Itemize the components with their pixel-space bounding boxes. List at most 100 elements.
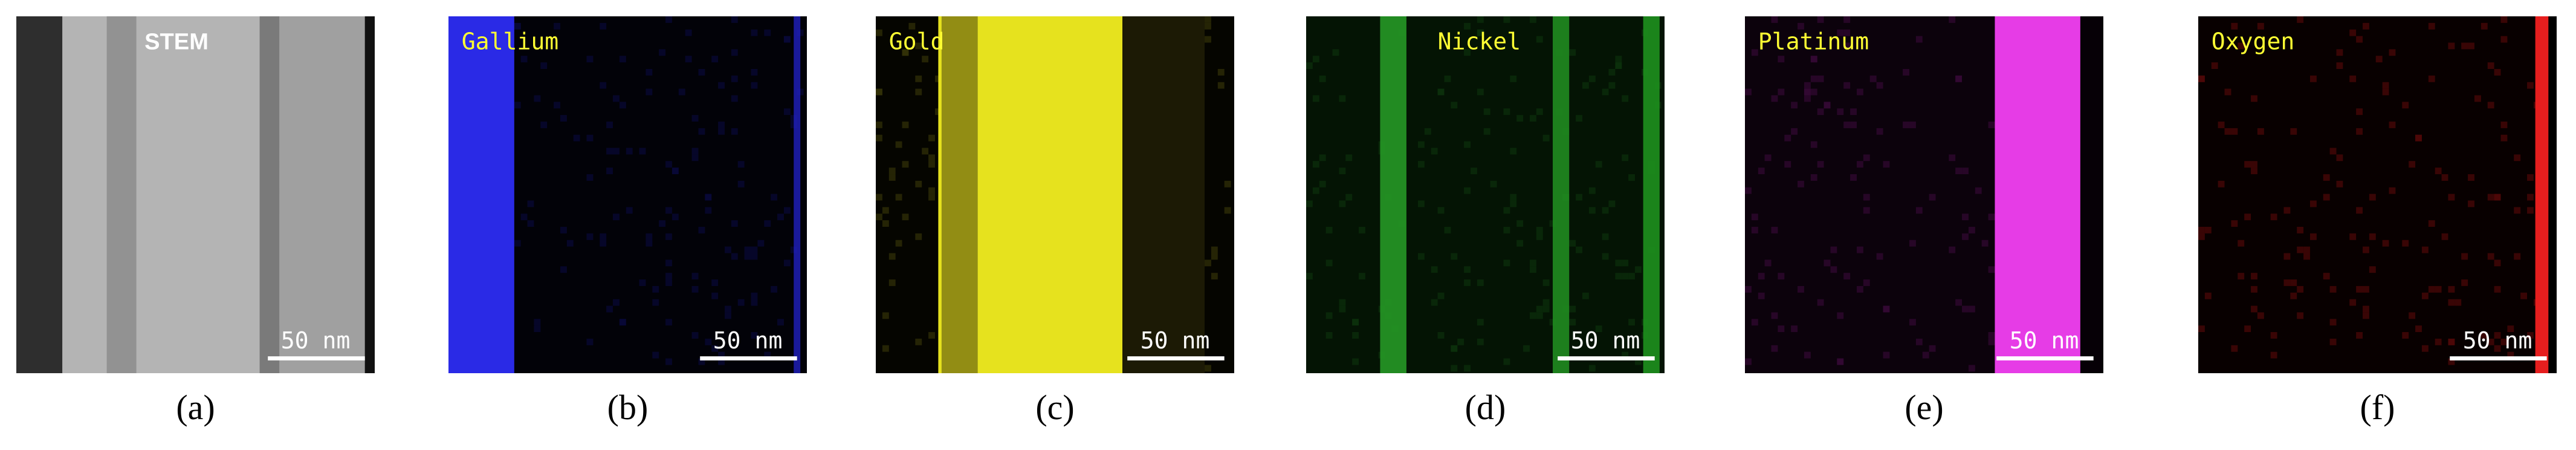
speckle	[876, 134, 882, 142]
speckle	[1615, 273, 1622, 280]
speckle	[1431, 299, 1438, 306]
speckle	[888, 174, 896, 181]
speckle	[751, 82, 758, 89]
speckle	[1595, 161, 1602, 168]
speckle	[876, 214, 882, 221]
speckle	[2329, 285, 2337, 293]
speckle	[1798, 180, 1804, 188]
speckle	[737, 299, 745, 306]
speckle	[1319, 180, 1326, 188]
speckle	[2409, 312, 2416, 319]
signal-band	[448, 16, 514, 373]
speckle	[1332, 49, 1339, 56]
speckle	[2323, 194, 2330, 201]
speckle	[1949, 16, 1956, 23]
speckle	[1319, 75, 1326, 82]
speckle	[2238, 240, 2245, 247]
speckle	[600, 22, 607, 30]
speckle	[915, 88, 922, 96]
speckle	[1962, 233, 1969, 240]
speckle	[915, 233, 922, 240]
signal-band	[1553, 16, 1570, 373]
speckle	[2224, 88, 2231, 96]
speckle	[1529, 259, 1536, 267]
speckle	[1205, 16, 1211, 23]
speckle	[1205, 259, 1211, 267]
speckle	[1217, 69, 1225, 76]
signal-band	[106, 16, 137, 373]
speckle	[2415, 325, 2422, 333]
speckle	[1798, 22, 1804, 30]
speckle	[2238, 273, 2245, 280]
speckle	[1791, 102, 1798, 109]
speckle	[685, 29, 692, 36]
speckle	[2494, 69, 2501, 76]
speckle	[514, 102, 521, 109]
speckle	[560, 266, 567, 273]
speckle	[1628, 174, 1636, 181]
speckle	[2514, 207, 2521, 214]
speckle	[665, 161, 672, 168]
speckle	[2468, 174, 2474, 181]
speckle	[2448, 338, 2455, 345]
speckle	[2468, 42, 2474, 50]
speckle	[540, 122, 548, 128]
speckle	[1988, 214, 1995, 221]
speckle	[2487, 253, 2494, 260]
speckle	[1602, 88, 1609, 96]
speckle	[2356, 332, 2363, 339]
speckle	[2435, 285, 2442, 293]
speckle	[1424, 128, 1431, 135]
speckle	[1536, 227, 1543, 233]
speckle	[1778, 273, 1785, 280]
speckle	[600, 82, 607, 89]
speckle	[626, 207, 633, 214]
speckle	[1529, 115, 1536, 122]
speckle	[1569, 319, 1576, 326]
speckle	[1576, 115, 1582, 122]
speckle	[783, 108, 791, 116]
speckle	[783, 207, 791, 214]
speckle	[613, 95, 620, 102]
speckle	[527, 200, 534, 207]
speckle	[1542, 299, 1550, 306]
speckle	[751, 246, 758, 253]
speckle	[639, 148, 646, 155]
speckle	[1988, 266, 1995, 273]
speckle	[2231, 345, 2238, 352]
speckle	[764, 220, 771, 227]
speckle	[2455, 299, 2462, 306]
speckle	[915, 180, 922, 188]
speckle	[1745, 285, 1752, 293]
speckle	[2290, 128, 2297, 135]
speckle	[665, 319, 672, 326]
speckle	[2369, 233, 2376, 240]
speckle	[2270, 351, 2277, 359]
speckle	[1582, 82, 1589, 89]
speckle	[1778, 88, 1785, 96]
speckle	[1503, 16, 1510, 23]
speckle	[1758, 168, 1765, 175]
speckle	[1529, 312, 1536, 319]
speckle	[2204, 227, 2212, 233]
speckle	[1628, 273, 1636, 280]
speckle	[698, 227, 705, 233]
speckle	[764, 351, 771, 359]
panel-caption: (f)	[2360, 388, 2395, 427]
speckle	[665, 259, 672, 267]
speckle	[888, 168, 896, 175]
speckle	[928, 134, 935, 142]
speckle	[1205, 22, 1211, 30]
speckle	[540, 62, 548, 70]
speckle	[902, 122, 909, 128]
speckle	[554, 22, 560, 30]
speckle	[915, 42, 922, 50]
speckle	[1824, 102, 1831, 109]
speckle	[2507, 325, 2514, 333]
speckle	[613, 299, 620, 306]
speckle	[2349, 29, 2357, 36]
speckle	[1417, 253, 1425, 260]
speckle	[586, 56, 594, 63]
speckle	[777, 214, 784, 221]
speckle	[1224, 180, 1231, 188]
